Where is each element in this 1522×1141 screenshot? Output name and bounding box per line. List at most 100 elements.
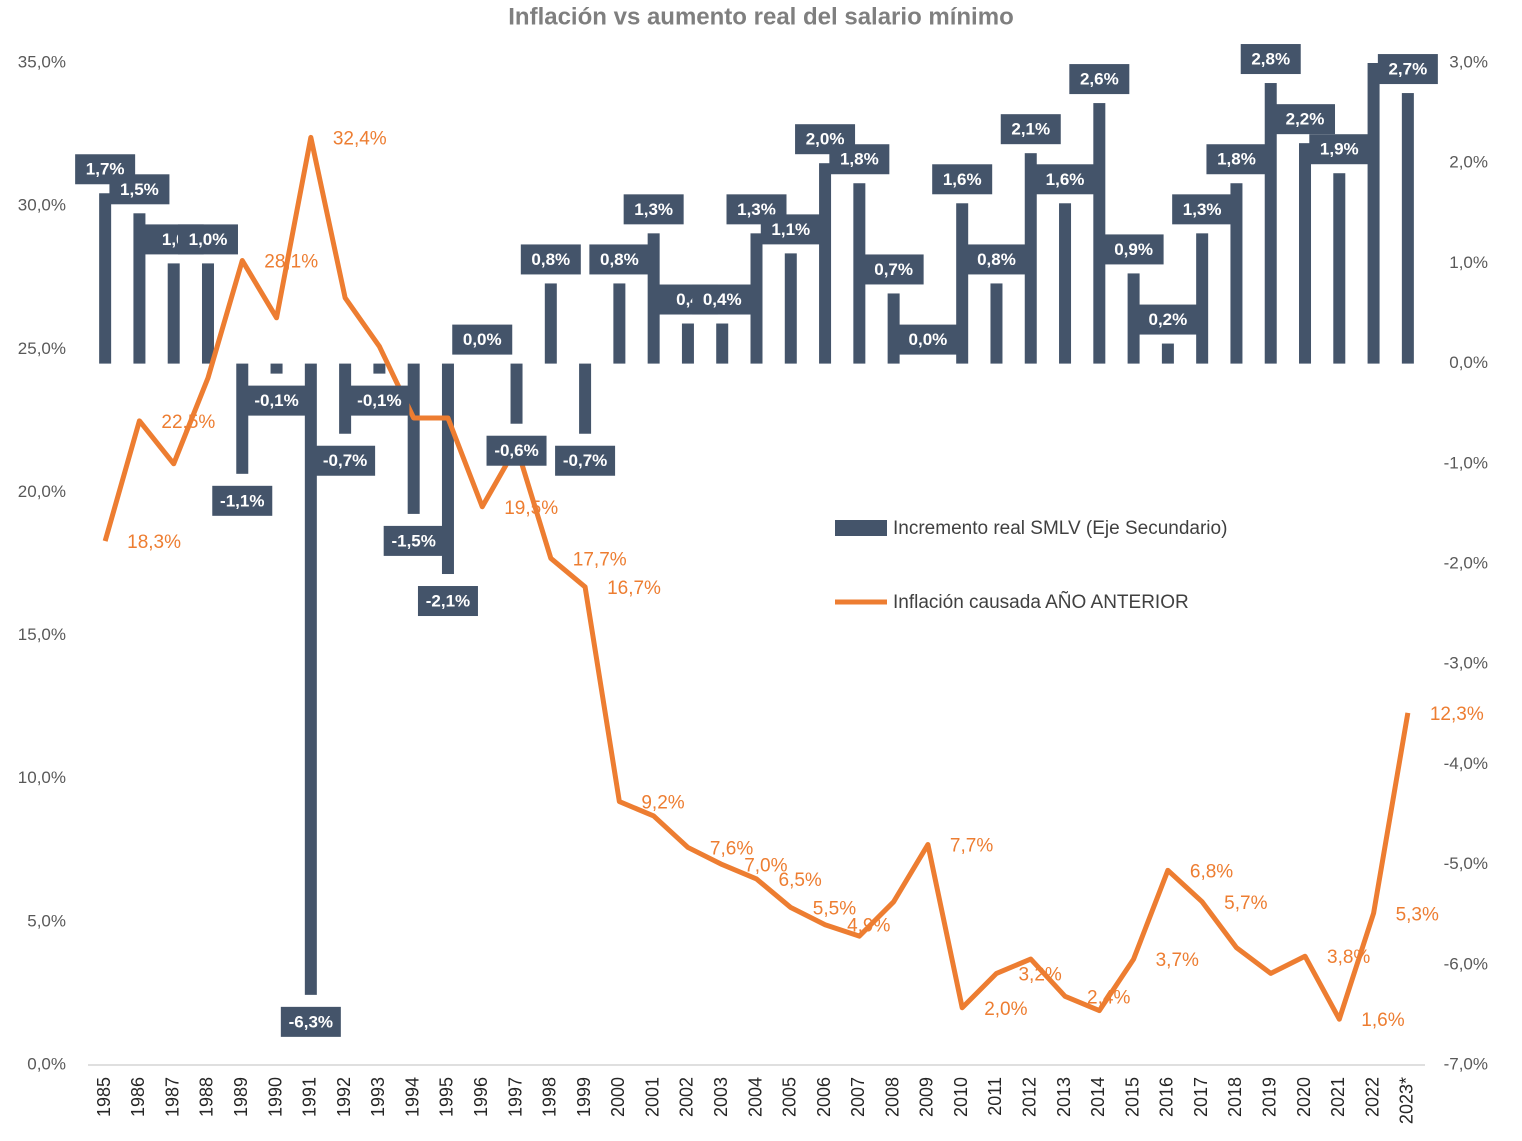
bar bbox=[99, 193, 112, 364]
label-box bbox=[1069, 64, 1130, 95]
bar-label-text: 1,6% bbox=[1046, 170, 1085, 189]
bar-data-label: -0,7% bbox=[315, 445, 376, 476]
line-data-label: 22,5% bbox=[161, 412, 215, 433]
x-tick-label: 2002 bbox=[677, 1077, 697, 1117]
bar-label-text: 1,3% bbox=[634, 200, 673, 219]
bar bbox=[1024, 153, 1037, 364]
bar-label-text: 2,6% bbox=[1080, 70, 1119, 89]
bar bbox=[647, 233, 660, 364]
bar bbox=[304, 363, 317, 995]
bar-label-text: 0,4% bbox=[703, 290, 742, 309]
bar bbox=[270, 363, 283, 374]
bar-data-label: -0,6% bbox=[486, 435, 547, 466]
bar-label-text: 1,5% bbox=[120, 180, 159, 199]
line-data-label: 32,4% bbox=[333, 128, 387, 149]
y-tick-label: 0,0% bbox=[27, 1054, 66, 1073]
bar-data-label: 1,5% bbox=[109, 174, 170, 205]
label-box bbox=[1103, 234, 1164, 265]
bar-data-label: 1,8% bbox=[829, 144, 890, 175]
bar bbox=[1093, 103, 1106, 364]
label-box bbox=[589, 244, 650, 275]
bar bbox=[1230, 183, 1243, 364]
bar-label-text: 1,6% bbox=[943, 170, 982, 189]
bar-data-label: 1,9% bbox=[1309, 134, 1370, 165]
bar-label-text: 2,1% bbox=[1011, 120, 1050, 139]
legend-swatch bbox=[835, 520, 887, 536]
x-tick-label: 2013 bbox=[1054, 1077, 1074, 1117]
label-box bbox=[623, 194, 684, 225]
bar-label-text: 0,0% bbox=[463, 330, 502, 349]
y-tick-label: 10,0% bbox=[18, 768, 66, 787]
line-data-label: 19,5% bbox=[504, 498, 558, 519]
bar-data-label: 0,8% bbox=[589, 244, 650, 275]
label-box bbox=[520, 244, 581, 275]
y2-tick-label: 1,0% bbox=[1449, 253, 1488, 272]
bar-label-text: 2,8% bbox=[1251, 50, 1290, 69]
line-data-label: 7,7% bbox=[950, 836, 993, 857]
x-tick-label: 1997 bbox=[505, 1077, 525, 1117]
bar-label-text: 0,8% bbox=[977, 250, 1016, 269]
line-data-label: 3,8% bbox=[1327, 947, 1370, 968]
bar-label-text: 1,0% bbox=[189, 230, 228, 249]
x-tick-label: 2012 bbox=[1020, 1077, 1040, 1117]
y2-tick-label: -2,0% bbox=[1444, 553, 1488, 572]
label-box bbox=[1000, 114, 1061, 145]
bar bbox=[990, 283, 1003, 364]
x-tick-label: 1998 bbox=[540, 1077, 560, 1117]
label-box bbox=[1377, 54, 1438, 85]
line-data-label: 6,5% bbox=[779, 870, 822, 891]
x-tick-label: 2006 bbox=[814, 1077, 834, 1117]
label-box bbox=[932, 164, 993, 195]
legend-label: Incremento real SMLV (Eje Secundario) bbox=[893, 518, 1227, 539]
x-tick-label: 2021 bbox=[1328, 1077, 1348, 1117]
line-data-label: 5,7% bbox=[1224, 893, 1267, 914]
line-data-label: 3,2% bbox=[1018, 964, 1061, 985]
label-box bbox=[1309, 134, 1370, 165]
x-tick-label: 2000 bbox=[608, 1077, 628, 1117]
bar bbox=[1367, 63, 1380, 364]
y-tick-label: 25,0% bbox=[18, 339, 66, 358]
bar-data-label: 0,7% bbox=[863, 254, 924, 285]
label-box bbox=[109, 174, 170, 205]
x-tick-label: 2016 bbox=[1157, 1077, 1177, 1117]
y-tick-label: 15,0% bbox=[18, 625, 66, 644]
x-tick-label: 1990 bbox=[265, 1077, 285, 1117]
x-tick-label: 1985 bbox=[94, 1077, 114, 1117]
bar-label-text: 0,8% bbox=[600, 250, 639, 269]
label-box bbox=[486, 435, 547, 466]
label-box bbox=[1240, 44, 1301, 75]
x-tick-label: 1992 bbox=[334, 1077, 354, 1117]
bar-label-text: -1,5% bbox=[391, 531, 435, 550]
y2-tick-label: -7,0% bbox=[1444, 1054, 1488, 1073]
line bbox=[102, 134, 1411, 1022]
bar-label-text: -0,6% bbox=[494, 441, 538, 460]
label-box bbox=[349, 385, 410, 416]
line-data-label: 16,7% bbox=[607, 578, 661, 599]
x-tick-label: 1989 bbox=[231, 1077, 251, 1117]
x-tick-label: 1996 bbox=[471, 1077, 491, 1117]
x-tick-label: 1995 bbox=[437, 1077, 457, 1117]
x-tick-label: 2003 bbox=[711, 1077, 731, 1117]
x-tick-label: 1991 bbox=[300, 1077, 320, 1117]
bar-data-label: 2,7% bbox=[1377, 54, 1438, 85]
x-tick-label: 2023* bbox=[1397, 1077, 1417, 1124]
bar-data-label: -0,1% bbox=[246, 385, 307, 416]
x-tick-label: 2009 bbox=[917, 1077, 937, 1117]
y2-tick-label: 3,0% bbox=[1449, 52, 1488, 71]
y2-tick-label: 2,0% bbox=[1449, 153, 1488, 172]
bar bbox=[887, 293, 900, 364]
bar bbox=[716, 323, 729, 364]
bar bbox=[1127, 273, 1140, 364]
bar bbox=[1333, 173, 1346, 364]
line-data-label: 17,7% bbox=[573, 549, 627, 570]
bar bbox=[236, 363, 249, 474]
y2-tick-label: -3,0% bbox=[1444, 654, 1488, 673]
y2-tick-label: 0,0% bbox=[1449, 353, 1488, 372]
label-box bbox=[212, 485, 273, 516]
label-box bbox=[280, 1006, 341, 1037]
y-tick-label: 20,0% bbox=[18, 482, 66, 501]
bar-label-text: -0,7% bbox=[323, 451, 367, 470]
line-data-label: 6,8% bbox=[1190, 861, 1233, 882]
label-box bbox=[417, 586, 478, 617]
